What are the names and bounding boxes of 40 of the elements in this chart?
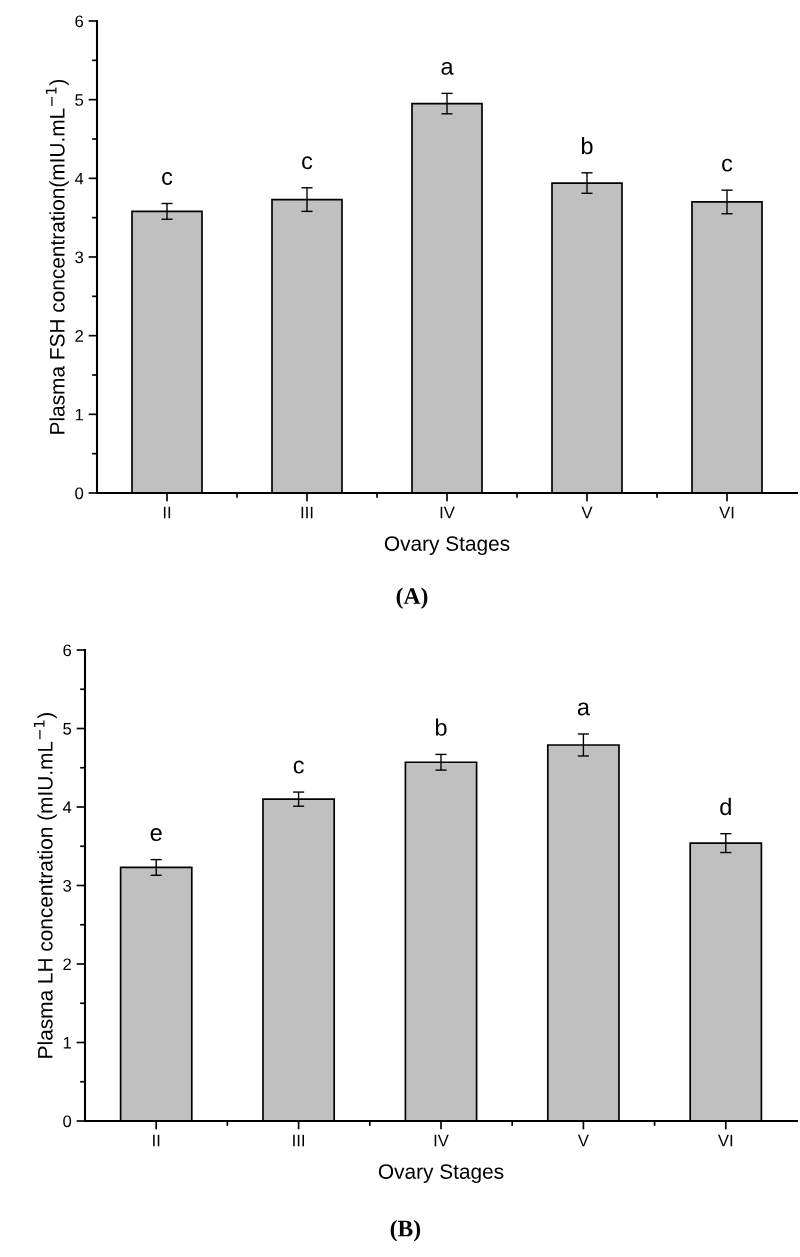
y-tick-label: 3 (63, 879, 72, 892)
x-tick-label: II (153, 1134, 160, 1147)
x-tick-label: VI (718, 1134, 733, 1147)
x-axis-title: Ovary Stages (384, 536, 510, 556)
x-tick-label: V (581, 506, 593, 519)
y-axis-title: Plasma FSH concentration(mIU.mL$^{−1}$) (45, 79, 69, 434)
y-tick-label: 1 (75, 408, 83, 421)
y-tick-label: 3 (75, 251, 84, 264)
annotation: d (720, 797, 731, 816)
y-tick-label: 2 (63, 958, 71, 971)
annotation: b (581, 136, 593, 155)
x-tick-label: IV (440, 506, 455, 519)
annotation: c (302, 156, 313, 170)
annotation: c (722, 158, 733, 172)
x-tick-label: V (577, 1134, 589, 1147)
y-tick-label: 2 (75, 330, 83, 342)
x-tick-label: VI (719, 506, 734, 519)
annotation: c (293, 760, 304, 774)
y-tick-label: 5 (75, 94, 84, 106)
x-tick-label: II (163, 506, 171, 519)
x-tick-label: IV (434, 1134, 449, 1147)
y-tick-label: 5 (63, 723, 72, 735)
y-tick-label: 6 (63, 644, 72, 657)
x-axis-title: Ovary Stages (378, 1164, 504, 1184)
y-tick-label: 0 (75, 487, 84, 500)
annotation: b (435, 718, 447, 736)
annotation: c (162, 172, 173, 185)
y-axis-title: Plasma LH concentration (mIU.mL$^{−1}$) (33, 713, 57, 1058)
y-tick-label: 4 (74, 172, 84, 185)
annotation: a (441, 61, 454, 75)
x-tick-label: III (301, 506, 313, 519)
y-tick-label: 0 (63, 1115, 72, 1128)
annotation: e (150, 828, 162, 842)
text: (B) (390, 1219, 421, 1242)
y-tick-label: 4 (62, 801, 72, 814)
text: (A) (396, 587, 428, 609)
y-tick-label: 6 (75, 15, 84, 28)
x-tick-label: III (293, 1134, 305, 1147)
annotation: a (577, 702, 590, 716)
y-tick-label: 1 (63, 1037, 71, 1049)
